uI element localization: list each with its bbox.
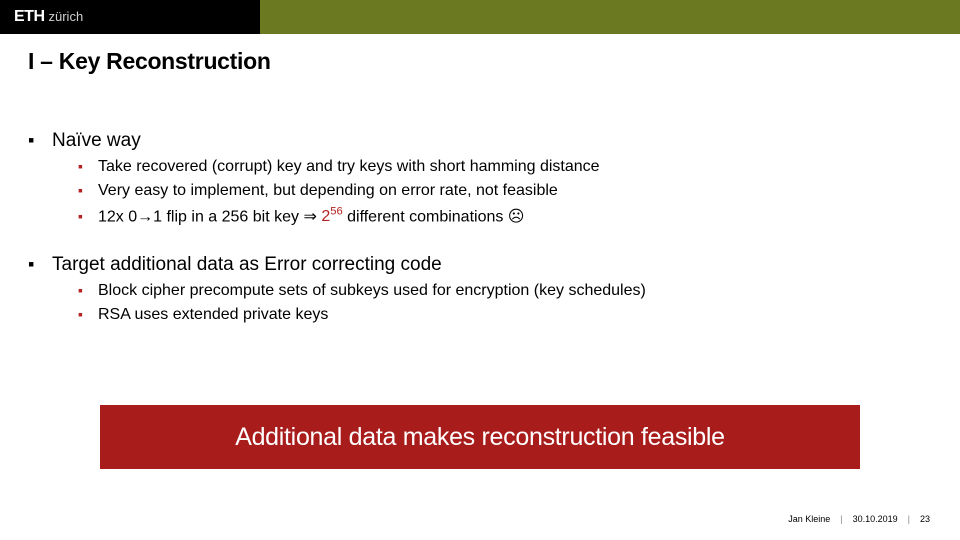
footer-date: 30.10.2019 xyxy=(853,514,898,524)
section-target: ▪ Target additional data as Error correc… xyxy=(28,254,928,324)
list-item: ▪ RSA uses extended private keys xyxy=(78,306,928,324)
footer-separator: | xyxy=(840,514,842,524)
list-item: ▪ Naïve way xyxy=(28,130,928,152)
logo-block: ETH zürich xyxy=(0,0,260,34)
logo-eth-text: ETH xyxy=(14,8,45,26)
list-text: Block cipher precompute sets of subkeys … xyxy=(98,282,646,300)
list-text: RSA uses extended private keys xyxy=(98,306,328,324)
bullet-icon: ▪ xyxy=(78,307,88,321)
topbar: ETH zürich xyxy=(0,0,960,34)
bullet-icon: ▪ xyxy=(78,283,88,297)
list-item: ▪ Block cipher precompute sets of subkey… xyxy=(78,282,928,300)
list-item: ▪ 12x 0→1 flip in a 256 bit key ⇒ 256 di… xyxy=(78,206,928,226)
callout-text: Additional data makes reconstruction fea… xyxy=(235,423,725,452)
list-text: 12x 0→1 flip in a 256 bit key ⇒ 256 diff… xyxy=(98,206,524,226)
bullet-icon: ▪ xyxy=(78,183,88,197)
content-area: ▪ Naïve way ▪ Take recovered (corrupt) k… xyxy=(28,130,928,324)
list-item: ▪ Take recovered (corrupt) key and try k… xyxy=(78,158,928,176)
list-text: Take recovered (corrupt) key and try key… xyxy=(98,158,600,176)
bullet-icon: ▪ xyxy=(28,131,40,149)
text-suffix: different combinations ☹ xyxy=(343,208,525,225)
logo-zurich-text: zürich xyxy=(49,9,84,24)
footer-author: Jan Kleine xyxy=(788,514,830,524)
slide-title: I – Key Reconstruction xyxy=(28,48,271,75)
section-naive: ▪ Naïve way ▪ Take recovered (corrupt) k… xyxy=(28,130,928,226)
slide: ETH zürich I – Key Reconstruction ▪ Naïv… xyxy=(0,0,960,540)
list-item: ▪ Target additional data as Error correc… xyxy=(28,254,928,276)
math-exponent: 56 xyxy=(330,206,342,218)
callout-box: Additional data makes reconstruction fea… xyxy=(100,405,860,469)
eth-logo: ETH zürich xyxy=(14,8,83,26)
bullet-icon: ▪ xyxy=(78,209,88,223)
text-prefix: 12x 0→1 flip in a 256 bit key ⇒ xyxy=(98,208,321,225)
section-heading: Naïve way xyxy=(52,130,141,152)
footer-page: 23 xyxy=(920,514,930,524)
footer: Jan Kleine | 30.10.2019 | 23 xyxy=(788,514,930,524)
section-heading: Target additional data as Error correcti… xyxy=(52,254,442,276)
footer-separator: | xyxy=(908,514,910,524)
bullet-icon: ▪ xyxy=(78,159,88,173)
math-expression: 256 xyxy=(321,208,342,225)
list-item: ▪ Very easy to implement, but depending … xyxy=(78,182,928,200)
math-base: 2 xyxy=(321,208,330,225)
list-text: Very easy to implement, but depending on… xyxy=(98,182,558,200)
bullet-icon: ▪ xyxy=(28,255,40,273)
topbar-accent xyxy=(260,0,960,34)
